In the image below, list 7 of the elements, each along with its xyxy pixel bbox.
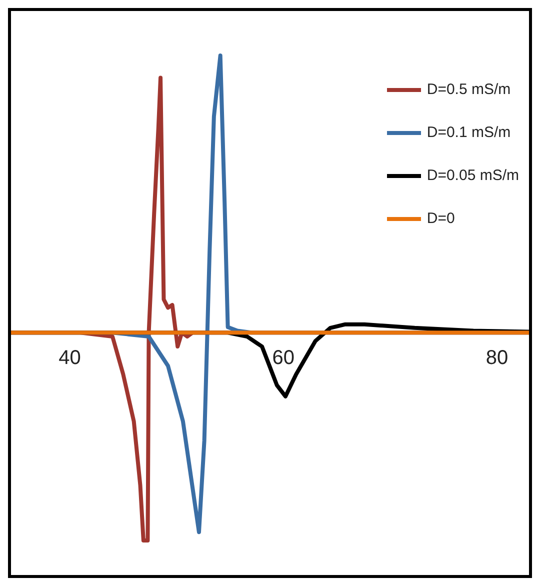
legend-label: D=0.1 mS/m <box>426 124 511 141</box>
x-tick-label: 80 <box>486 347 508 370</box>
legend-label: D=0.5 mS/m <box>426 81 511 98</box>
x-tick-label: 60 <box>272 347 294 370</box>
x-tick-label: 40 <box>58 347 81 370</box>
legend-label: D=0 <box>426 210 455 227</box>
legend-label: D=0.05 mS/m <box>426 167 519 184</box>
